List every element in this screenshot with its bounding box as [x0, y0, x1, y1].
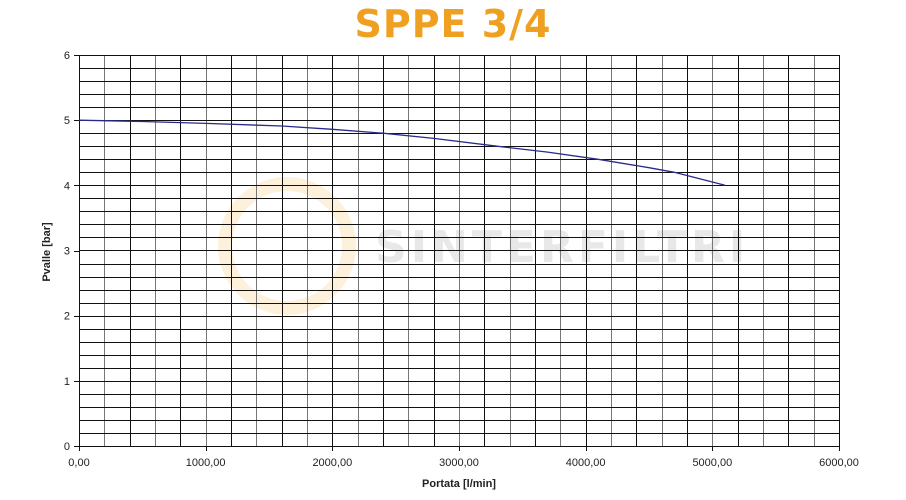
chart-title: SPPE 3/4 — [354, 2, 552, 46]
x-tick-label: 0,00 — [68, 457, 89, 469]
pressure-curve — [78, 119, 726, 186]
x-tick-label: 2000,00 — [312, 457, 352, 469]
y-tick-label: 4 — [64, 180, 70, 192]
x-axis-ticks: 0,00 1000,00 2000,00 3000,00 4000,00 5000,00 6… — [68, 446, 859, 469]
y-tick-label: 5 — [64, 115, 70, 127]
watermark-logo-icon — [218, 177, 356, 315]
y-tick-label: 3 — [64, 246, 70, 258]
watermark-text: SINTERFILTRI — [375, 222, 749, 273]
y-axis-label: Pvalle [bar] — [41, 222, 53, 282]
x-tick-label: 1000,00 — [186, 457, 226, 469]
y-tick-label: 2 — [64, 311, 70, 323]
grid — [79, 55, 840, 447]
y-tick-label: 6 — [64, 50, 70, 62]
y-tick-label: 0 — [64, 441, 70, 453]
y-axis-ticks: 0 1 2 3 4 5 6 — [64, 50, 79, 453]
x-tick-label: 4000,00 — [566, 457, 606, 469]
watermark: SINTERFILTRI — [218, 177, 749, 315]
y-tick-label: 1 — [64, 376, 70, 388]
x-tick-label: 6000,00 — [819, 457, 859, 469]
x-tick-label: 5000,00 — [692, 457, 732, 469]
x-axis-label: Portata [l/min] — [422, 478, 496, 490]
x-tick-label: 3000,00 — [439, 457, 479, 469]
